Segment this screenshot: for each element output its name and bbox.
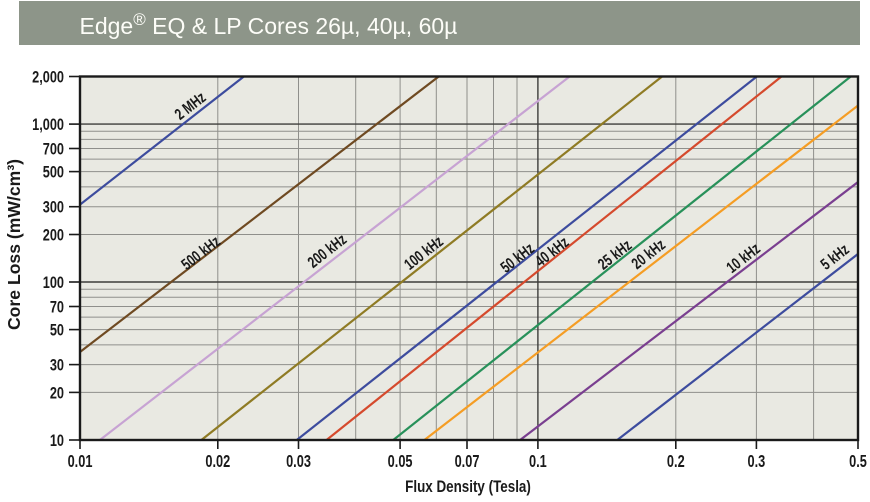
svg-text:200: 200 [43, 226, 64, 245]
svg-text:10: 10 [50, 431, 64, 450]
svg-text:0.02: 0.02 [205, 452, 230, 472]
svg-text:0.07: 0.07 [455, 452, 480, 472]
svg-text:50: 50 [50, 321, 64, 340]
svg-text:0.01: 0.01 [68, 452, 93, 472]
svg-text:500: 500 [43, 163, 64, 182]
svg-text:0.05: 0.05 [388, 452, 413, 472]
svg-text:0.3: 0.3 [748, 452, 766, 472]
svg-text:0.2: 0.2 [667, 452, 685, 472]
svg-text:700: 700 [43, 140, 64, 159]
svg-text:2,000: 2,000 [32, 68, 64, 87]
svg-text:70: 70 [50, 298, 64, 317]
svg-text:1,000: 1,000 [32, 115, 64, 134]
svg-text:20: 20 [50, 384, 64, 403]
svg-text:30: 30 [50, 356, 64, 375]
svg-text:0.1: 0.1 [529, 452, 547, 472]
svg-text:0.03: 0.03 [286, 452, 311, 472]
svg-text:300: 300 [43, 198, 64, 217]
svg-text:Flux Density (Tesla): Flux Density (Tesla) [405, 478, 531, 497]
svg-text:100: 100 [43, 273, 64, 292]
svg-text:0.5: 0.5 [849, 452, 867, 472]
svg-text:Core Loss (mW/cm³): Core Loss (mW/cm³) [4, 159, 24, 330]
